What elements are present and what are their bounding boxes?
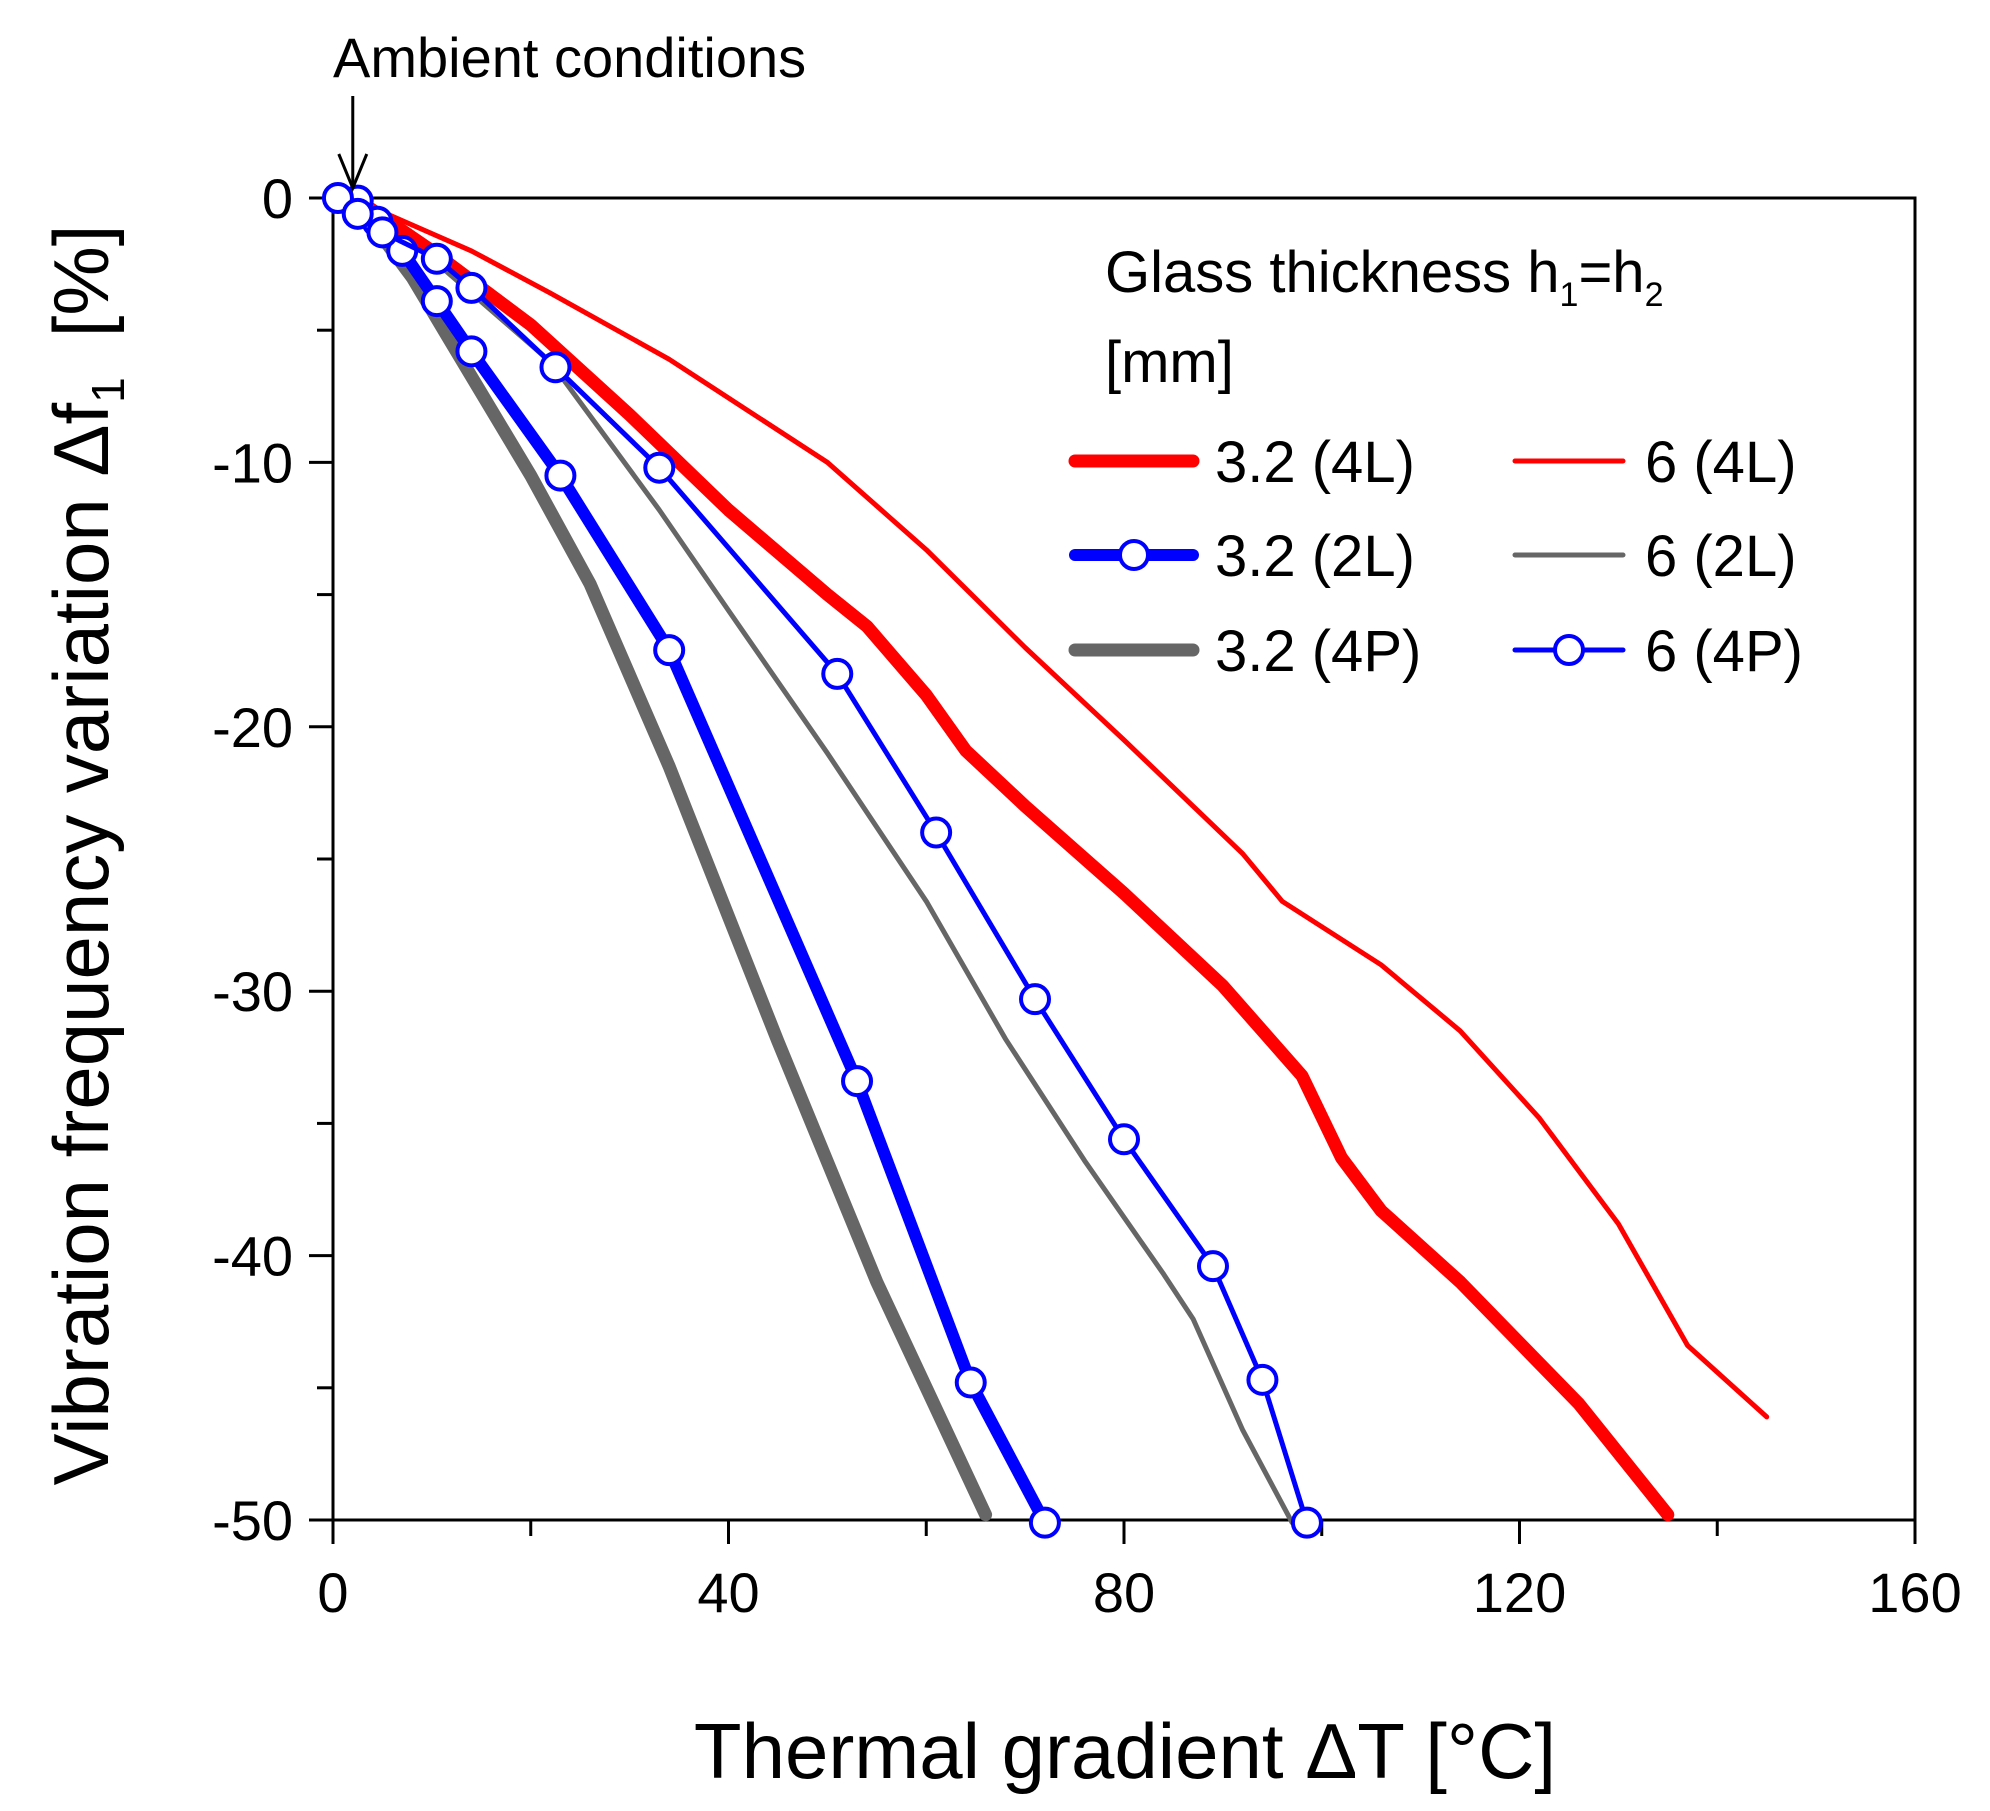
series-line-3-2-4l [336, 191, 1675, 1522]
y-tick-label: -30 [212, 960, 293, 1023]
data-point [1028, 1506, 1061, 1539]
series-6-2l [340, 195, 1295, 1526]
y-axis-ticks: 0 -10 -20 -30 -40 -50 [212, 167, 333, 1552]
data-point [366, 216, 399, 249]
data-point [821, 657, 854, 690]
y-tick-label: -50 [212, 1489, 293, 1552]
series-6-4p [321, 182, 1323, 1539]
legend-title-unit: [mm] [1105, 330, 1234, 395]
data-point [1019, 983, 1052, 1016]
legend-label-3-2-2l: 3.2 (2L) [1215, 524, 1415, 589]
data-point [1246, 1363, 1279, 1396]
annotation-arrow-head [337, 153, 369, 192]
data-point [643, 451, 676, 484]
series-line-6-4l [340, 195, 1770, 1420]
y-axis-title: Vibration frequency variation Δf1 [%] [37, 225, 134, 1486]
x-tick-label: 0 [317, 1561, 348, 1624]
legend-title: Glass thickness h1=h2 [1105, 240, 1664, 314]
x-axis-ticks: 0 40 80 120 160 [317, 1520, 1962, 1624]
x-tick-label: 40 [697, 1561, 759, 1624]
legend-marker-3-2-2l [1118, 539, 1150, 571]
legend-entry-3-2-4l: 3.2 (4L) [1068, 430, 1415, 495]
series-3-2-4l [336, 191, 1675, 1522]
y-axis-title-main: Vibration frequency variation Δf [37, 403, 125, 1486]
y-tick-label: -20 [212, 696, 293, 759]
legend-label-3-2-4l: 3.2 (4L) [1215, 430, 1415, 495]
data-point [341, 197, 374, 230]
y-axis-title-unit: [%] [37, 225, 125, 338]
data-point [1196, 1250, 1229, 1283]
legend-marker-6-4p [1553, 634, 1585, 666]
y-axis-title-sub: 1 [82, 377, 134, 403]
legend-label-6-4l: 6 (4L) [1645, 430, 1797, 495]
data-point [544, 459, 577, 492]
annotation-label: Ambient conditions [333, 26, 806, 89]
y-tick-label: 0 [262, 167, 293, 230]
x-tick-label: 120 [1473, 1561, 1566, 1624]
data-point [420, 242, 453, 275]
legend-entry-3-2-2l: 3.2 (2L) [1069, 524, 1415, 589]
data-point [420, 285, 453, 318]
data-point [841, 1065, 874, 1098]
y-tick-label: -40 [212, 1225, 293, 1288]
data-point [539, 351, 572, 384]
y-tick-label: -10 [212, 431, 293, 494]
legend-title-eq: =h [1578, 240, 1644, 305]
data-point [653, 634, 686, 667]
series-6-4l [340, 195, 1770, 1420]
legend-entry-3-2-4p: 3.2 (4P) [1068, 619, 1421, 684]
legend-title-sub2: 2 [1645, 276, 1664, 314]
x-tick-label: 80 [1093, 1561, 1155, 1624]
series-layer [321, 182, 1770, 1539]
series-line-6-2l [340, 195, 1295, 1526]
legend-title-main: Glass thickness h [1105, 240, 1560, 305]
data-point [455, 335, 488, 368]
legend-label-3-2-4p: 3.2 (4P) [1215, 619, 1421, 684]
legend-entries: 3.2 (4L) 6 (4L) 3.2 (2L) 6 (2L) 3.2 (4P) 6 (4… [1068, 430, 1803, 684]
legend-entry-6-2l: 6 (2L) [1512, 524, 1797, 589]
data-point [455, 271, 488, 304]
data-point [1108, 1123, 1140, 1156]
legend-title-sub1: 1 [1560, 276, 1579, 314]
legend-label-6-2l: 6 (2L) [1645, 524, 1797, 589]
x-tick-label: 160 [1868, 1561, 1961, 1624]
legend: Glass thickness h1=h2 [mm] 3.2 (4L) 6 (4L… [1068, 240, 1803, 684]
legend-entry-6-4l: 6 (4L) [1512, 430, 1797, 495]
data-point [920, 816, 953, 849]
x-axis-title: Thermal gradient ΔT [°C] [694, 1707, 1556, 1795]
legend-entry-6-4p: 6 (4P) [1512, 619, 1803, 684]
data-point [954, 1366, 987, 1399]
data-point [1290, 1506, 1323, 1539]
ambient-annotation: Ambient conditions [333, 26, 806, 192]
legend-label-6-4p: 6 (4P) [1645, 619, 1803, 684]
